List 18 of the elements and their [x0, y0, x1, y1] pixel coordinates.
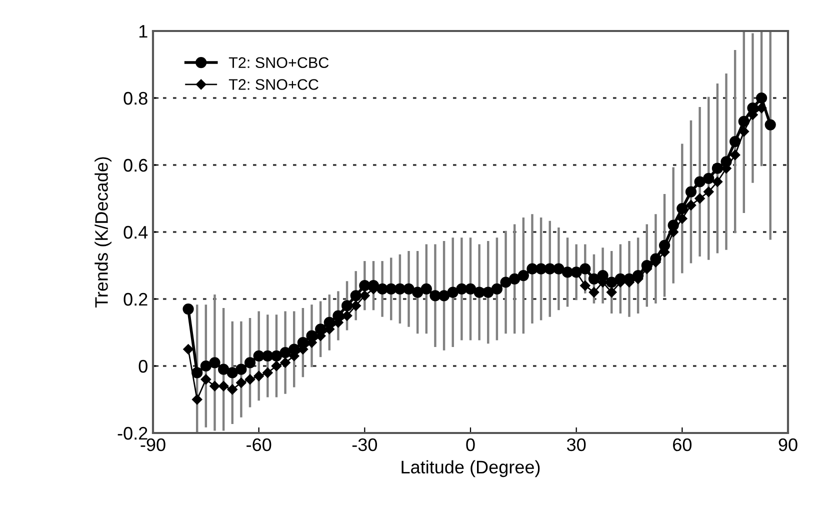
- x-tick-label: 0: [466, 438, 475, 452]
- y-tick-label: 1: [139, 25, 148, 38]
- legend-label: T2: SNO+CC: [228, 79, 318, 90]
- x-tick-label: 30: [566, 438, 586, 452]
- legend-label: T2: SNO+CBC: [228, 57, 329, 68]
- y-tick-label: 0.8: [124, 92, 148, 105]
- x-axis-title: Latitude (Degree): [402, 460, 540, 478]
- y-axis-title: Trends (K/Decade): [94, 157, 112, 308]
- y-tick-label: 0.6: [124, 158, 148, 172]
- x-tick-label: 60: [673, 438, 692, 452]
- y-tick-label: 0: [138, 360, 148, 373]
- x-tick-label: -30: [352, 438, 378, 452]
- y-tick-label: 0.4: [124, 226, 148, 239]
- y-tick-label: 0.2: [124, 292, 148, 306]
- x-tick-label: -60: [246, 438, 272, 452]
- y-tick-label: -0.2: [118, 426, 148, 440]
- x-tick-label: 90: [778, 438, 798, 452]
- x-tick-label: -90: [140, 438, 166, 452]
